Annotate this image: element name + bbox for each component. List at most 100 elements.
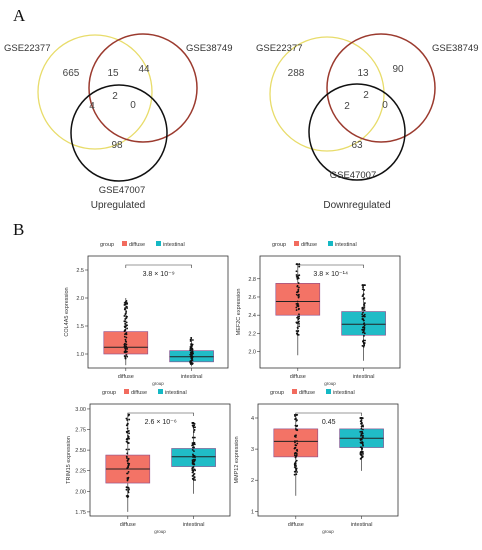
legend-label-intestinal: intestinal [335,242,357,248]
venn-down-count-ab: 13 [357,68,369,79]
boxplot-trim15: group diffuse intestinal 1.75 2.00 2.25 2.50 2.… [66,389,231,534]
legend-label-intestinal: intestinal [165,390,187,396]
data-point [298,263,301,266]
data-point [293,413,296,416]
data-point [362,330,365,333]
p-value-label: 3.8 × 10⁻⁹ [143,271,175,278]
data-point [297,303,300,306]
data-point [191,339,194,341]
legend-swatch-intestinal [158,389,163,394]
data-point [194,479,196,481]
box-diffuse [103,331,149,355]
data-point [123,355,126,357]
data-point [296,326,299,329]
data-point [193,428,196,431]
y-tick-label: 2.0 [248,350,256,356]
data-point [124,322,126,325]
data-point [360,422,362,425]
data-point [123,325,126,328]
data-point [296,442,299,445]
data-point [125,448,128,451]
data-point [361,436,364,439]
data-point [298,313,300,316]
data-point [295,417,297,420]
data-point [125,336,128,339]
venn-up-label-gse38749: GSE38749 [186,43,232,54]
data-point [125,486,128,489]
data-point [125,310,128,313]
y-tick-label: 2.0 [76,296,84,302]
data-point [126,452,129,455]
legend-swatch-diffuse [122,241,127,246]
data-point [190,356,193,359]
data-point [126,441,129,444]
data-point [191,436,194,439]
data-point [191,424,194,427]
data-point [293,473,296,476]
data-point [293,435,296,438]
data-point [295,459,298,462]
data-point [126,477,129,479]
data-point [359,457,362,460]
data-point [362,425,364,428]
y-tick-label: 2.5 [76,268,84,274]
x-axis-label: group [154,529,166,534]
data-point [126,419,129,421]
data-point [363,315,366,318]
data-point [124,307,126,310]
data-point [295,293,298,296]
data-point [124,333,126,336]
data-point [125,424,128,427]
data-point [296,263,299,266]
venn-down-caption: Downregulated [323,200,390,211]
data-point [295,419,298,422]
data-point [191,466,194,469]
p-value-label: 3.8 × 10⁻¹⁴ [313,271,348,278]
data-point [296,277,299,280]
x-tick-label-intestinal: intestinal [181,374,203,380]
data-point [189,351,192,354]
data-point [191,343,194,346]
y-tick-label: 2.8 [248,277,256,283]
significance-bracket [295,412,362,416]
data-point [125,343,128,346]
data-point [125,455,128,458]
data-point [361,284,364,287]
data-point [125,321,128,324]
data-point [359,451,362,453]
data-point [192,456,194,458]
venn-up-circle-gse38749 [88,33,198,143]
data-point [360,425,363,428]
data-point [298,265,301,268]
data-point [191,355,194,358]
x-tick-label-diffuse: diffuse [290,374,306,380]
data-point [126,457,128,459]
data-point [298,322,300,325]
data-point [295,429,298,431]
data-point [193,442,196,445]
legend-swatch-intestinal [328,241,333,246]
x-axis-label: group [322,529,334,534]
venn-up-circle-gse22377 [37,34,153,150]
data-point [127,470,130,473]
data-point [126,307,129,309]
venn-up-label-gse22377: GSE22377 [4,43,50,54]
data-point [126,472,128,475]
data-point [194,469,196,472]
data-point [363,343,366,345]
data-point [293,454,296,457]
data-point [127,458,130,461]
venn-down-count-abc: 2 [363,90,369,101]
data-point [362,293,365,296]
x-axis-label: group [152,381,164,386]
panel-a-label: A [13,6,26,25]
data-point [360,446,363,449]
y-tick-label: 2.6 [248,295,256,301]
data-point [295,452,298,455]
data-point [192,426,195,429]
data-point [360,419,363,422]
data-point [123,335,126,338]
data-point [360,438,363,440]
y-tick-label: 2.75 [75,428,86,434]
data-point [360,442,363,444]
